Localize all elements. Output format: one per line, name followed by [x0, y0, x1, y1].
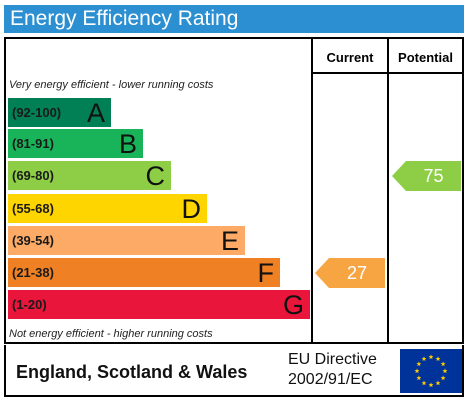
eu-flag-star — [414, 368, 420, 374]
footer-region: England, Scotland & Wales — [16, 362, 248, 382]
eu-flag-star — [428, 354, 434, 360]
eu-flag-star — [421, 356, 427, 361]
band-letter: G — [282, 290, 304, 320]
eu-directive-number: 2002/91/EC — [288, 371, 373, 388]
potential-rating-value: 75 — [423, 166, 444, 186]
footer: England, Scotland & Wales EU Directive 2… — [4, 345, 464, 397]
band-range: (1-20) — [12, 297, 47, 312]
eu-flag-star — [435, 380, 441, 386]
band-range: (92-100) — [12, 105, 62, 120]
eu-flag-star — [416, 375, 422, 381]
rating-band-c: (69-80) C — [8, 161, 171, 191]
eu-flag-star — [440, 375, 446, 381]
rating-band-f: (21-38) F — [8, 258, 280, 288]
note-inefficient: Not energy efficient - higher running co… — [9, 328, 213, 340]
band-range: (55-68) — [12, 201, 54, 216]
current-rating-value: 27 — [346, 263, 368, 283]
band-letter: B — [118, 129, 137, 159]
band-range: (21-38) — [12, 265, 54, 280]
band-range: (69-80) — [12, 168, 54, 183]
rating-band-a: (92-100) A — [8, 98, 111, 128]
current-rating-arrow: 27 — [315, 258, 385, 288]
eu-flag-star — [416, 361, 422, 367]
rating-band-e: (39-54) E — [8, 226, 245, 256]
rating-band-b: (81-91) B — [8, 129, 143, 159]
band-range: (39-54) — [12, 233, 54, 248]
potential-column-header: Potential — [398, 50, 453, 65]
current-column-header: Current — [326, 50, 374, 65]
eu-flag-icon — [400, 349, 462, 393]
band-letter: A — [86, 98, 105, 128]
band-letter: E — [220, 226, 239, 256]
note-efficient: Very energy efficient - lower running co… — [9, 79, 214, 91]
eu-flag-star — [442, 368, 448, 374]
potential-column-divider — [387, 39, 389, 342]
eu-flag-star — [428, 382, 434, 388]
band-range: (81-91) — [12, 136, 54, 151]
potential-rating-arrow-shape — [392, 161, 461, 191]
rating-band-g: (1-20) G — [8, 290, 310, 320]
band-letter: C — [145, 161, 166, 191]
eu-directive-label: EU Directive — [288, 351, 377, 368]
eu-flag-star — [435, 356, 441, 361]
rating-band-d: (55-68) D — [8, 194, 207, 224]
eu-flag-star — [421, 380, 427, 386]
potential-rating-arrow: 75 — [392, 161, 461, 191]
band-letter: D — [181, 194, 202, 224]
current-column-divider — [311, 39, 313, 342]
chart-title: Energy Efficiency Rating — [10, 7, 239, 30]
title-bar: Energy Efficiency Rating — [4, 5, 464, 33]
eu-flag-star — [440, 361, 446, 367]
rating-chart: Current Potential Very energy efficient … — [4, 37, 464, 344]
current-rating-arrow-shape — [315, 258, 385, 288]
header-divider — [311, 72, 462, 74]
band-letter: F — [257, 258, 275, 288]
